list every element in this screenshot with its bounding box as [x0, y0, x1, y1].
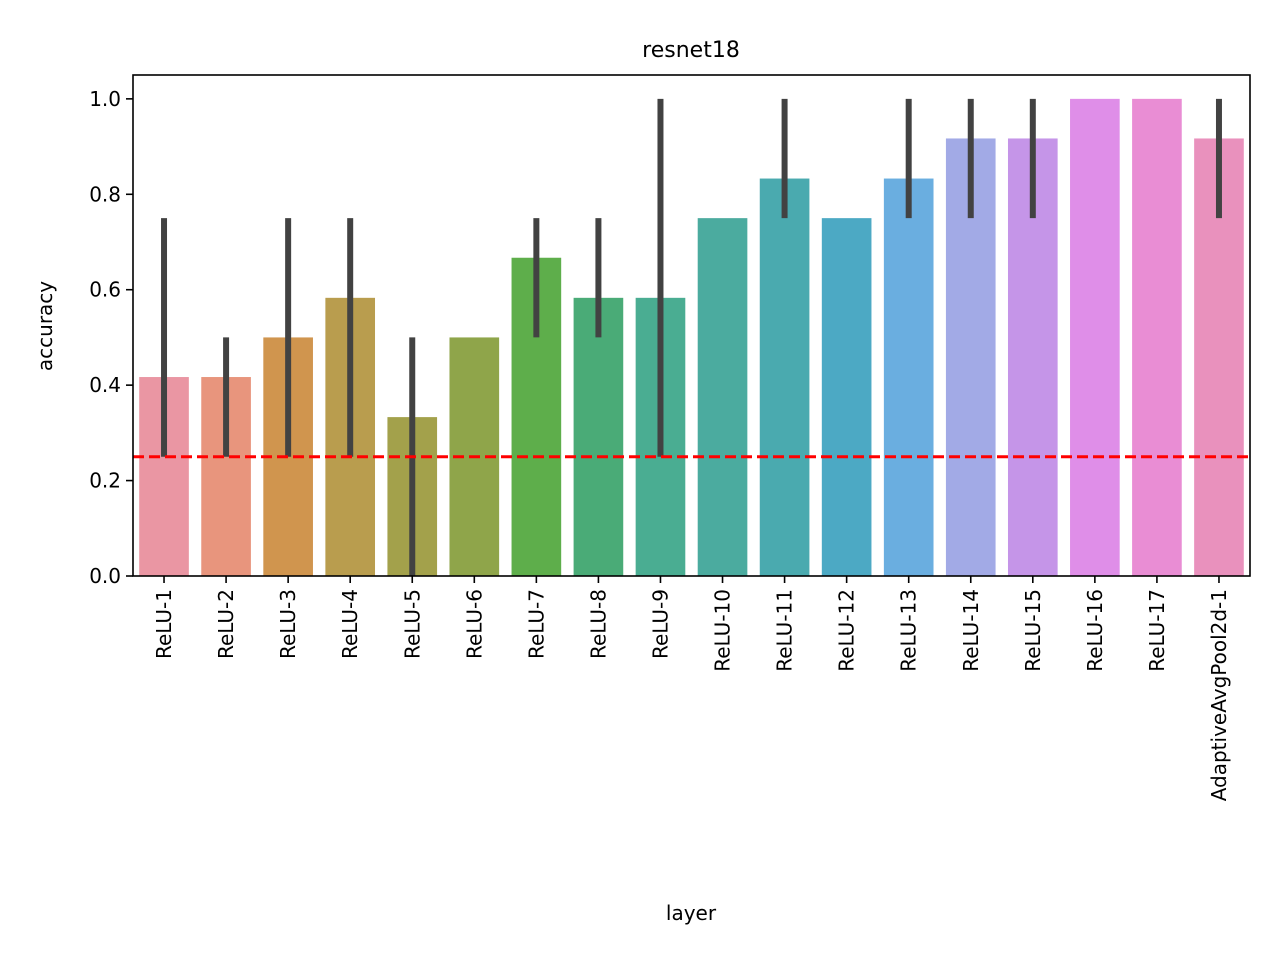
y-tick-label: 0.6 — [89, 278, 121, 302]
bar — [821, 218, 872, 576]
x-tick-label: ReLU-12 — [835, 589, 859, 672]
bar — [759, 178, 810, 577]
y-ticks-layer: 0.0 0.2 0.4 0.6 0.8 1.0 — [89, 87, 133, 588]
y-axis-label: accuracy — [33, 281, 57, 371]
y-tick-label: 0.4 — [89, 373, 121, 397]
error-bars-layer — [161, 98, 1222, 576]
bar — [573, 297, 624, 576]
chart-title: resnet18 — [642, 38, 740, 63]
x-ticks-layer: ReLU-1 ReLU-2 ReLU-3 ReLU-4 ReLU-5 ReLU-6 ReLU… — [152, 576, 1231, 801]
bar — [1070, 98, 1120, 576]
bar — [697, 218, 748, 576]
x-tick-label: ReLU-6 — [462, 589, 486, 659]
x-tick-label: ReLU-3 — [276, 589, 300, 659]
x-tick-label: ReLU-15 — [1021, 589, 1045, 672]
x-tick-label: AdaptiveAvgPool2d-1 — [1207, 589, 1231, 801]
y-tick-label: 1.0 — [89, 87, 121, 111]
x-tick-label: ReLU-11 — [773, 589, 797, 672]
x-tick-label: ReLU-9 — [648, 589, 672, 659]
x-tick-label: ReLU-4 — [338, 589, 362, 659]
x-tick-label: ReLU-1 — [152, 589, 176, 659]
x-tick-label: ReLU-17 — [1145, 589, 1169, 672]
y-tick-label: 0.2 — [89, 469, 121, 493]
bars-layer — [139, 98, 1244, 577]
bar — [883, 178, 934, 577]
y-tick-label: 0.8 — [89, 182, 121, 206]
bar — [1132, 98, 1182, 576]
x-tick-label: ReLU-8 — [586, 589, 610, 659]
x-tick-label: ReLU-16 — [1083, 589, 1107, 672]
plot-frame — [132, 74, 1251, 577]
x-tick-label: ReLU-7 — [524, 589, 548, 659]
x-tick-label: ReLU-14 — [959, 589, 983, 672]
x-tick-label: ReLU-13 — [897, 589, 921, 672]
axes-layer — [132, 74, 1251, 577]
x-tick-label: ReLU-10 — [711, 589, 735, 672]
x-axis-label: layer — [666, 901, 717, 925]
x-tick-label: ReLU-2 — [214, 589, 238, 659]
y-tick-label: 0.0 — [89, 564, 121, 588]
x-tick-label: ReLU-5 — [400, 589, 424, 659]
